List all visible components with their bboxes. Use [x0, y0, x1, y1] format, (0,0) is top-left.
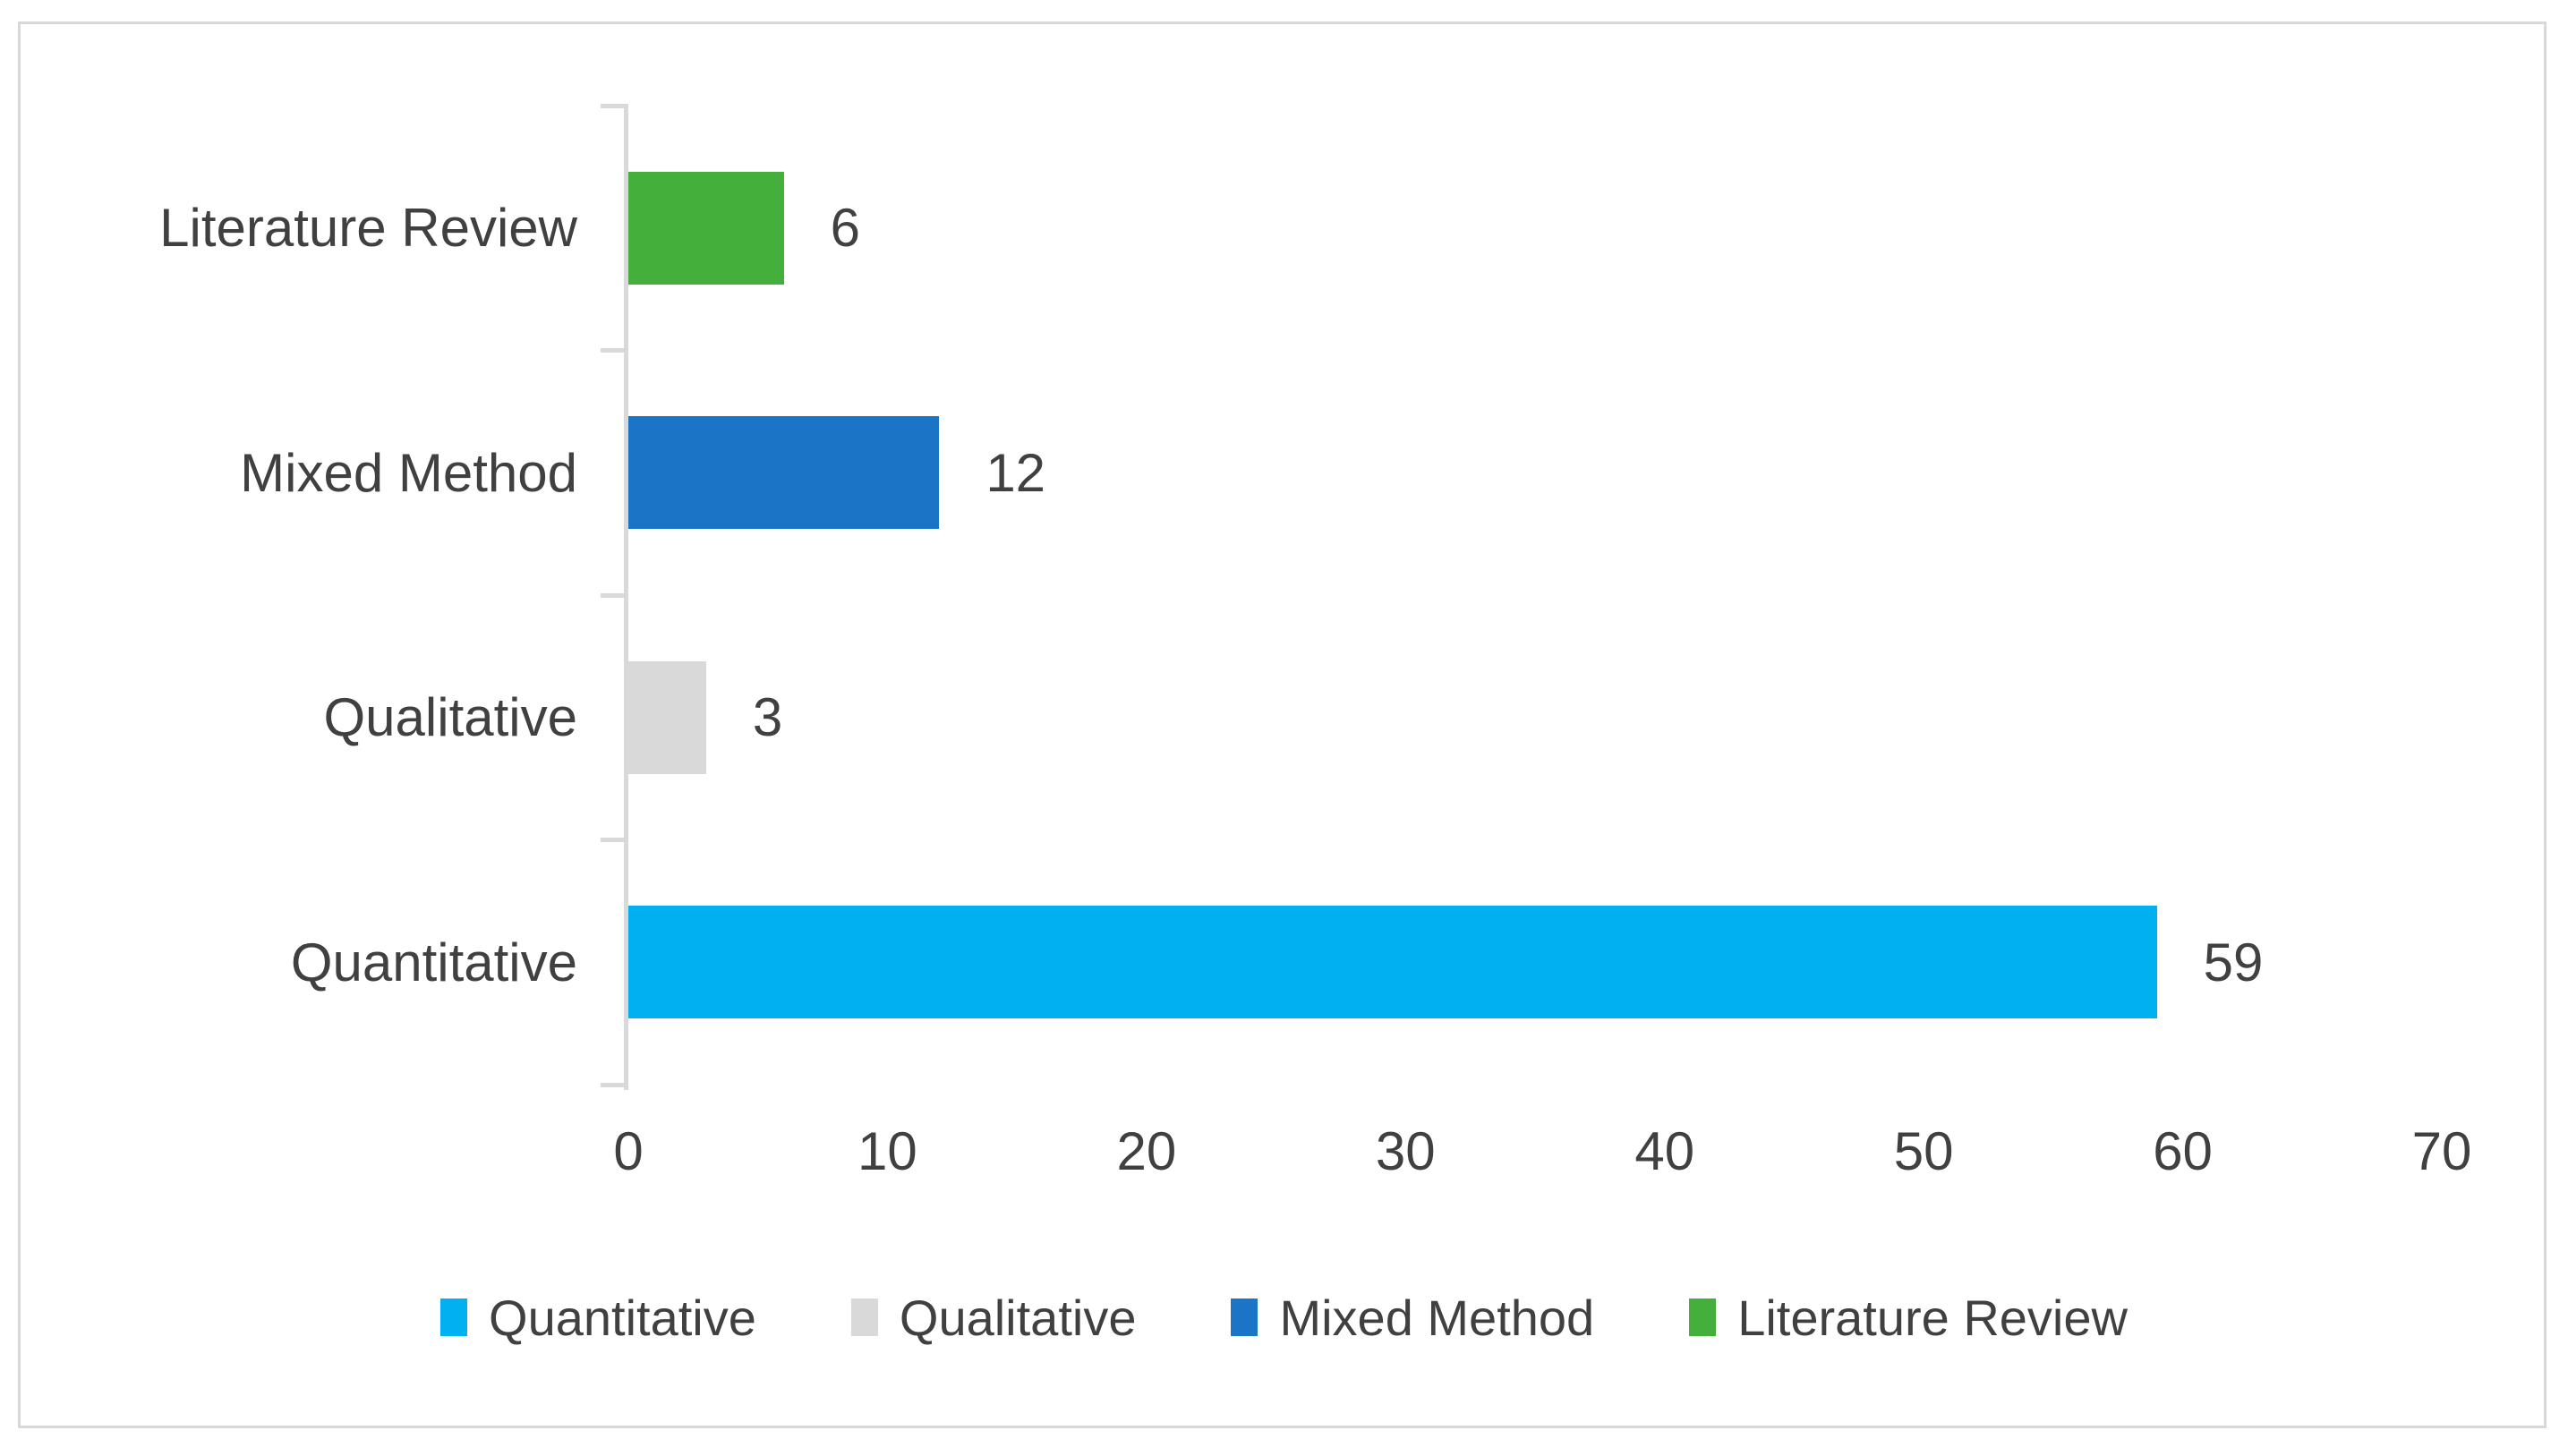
legend-swatch [1689, 1298, 1717, 1336]
data-label: 59 [2203, 932, 2264, 992]
bar-mixed-method[interactable] [628, 416, 940, 530]
x-axis-tick-label: 30 [1375, 1121, 1436, 1181]
category-axis-label: Literature Review [159, 198, 577, 259]
legend-label: Qualitative [899, 1289, 1137, 1346]
legend-item-literature-review[interactable]: Literature Review [1689, 1289, 2128, 1347]
legend-swatch [440, 1298, 468, 1336]
category-axis-label: Qualitative [323, 687, 577, 748]
axis-tick-mark [601, 838, 624, 842]
legend-label: Quantitative [489, 1289, 756, 1346]
legend-swatch [850, 1298, 878, 1336]
axis-tick-mark [601, 348, 624, 353]
x-axis-tick-label: 10 [857, 1121, 917, 1181]
category-axis-label: Mixed Method [240, 442, 577, 503]
chart-frame [18, 21, 2547, 1428]
legend-swatch [1231, 1298, 1258, 1336]
x-axis-tick-label: 60 [2153, 1121, 2213, 1181]
x-axis-tick-label: 50 [1893, 1121, 1954, 1181]
x-axis-tick-label: 40 [1634, 1121, 1695, 1181]
axis-tick-mark [601, 1082, 624, 1087]
legend-label: Literature Review [1737, 1289, 2128, 1346]
chart-legend: Quantitative Qualitative Mixed Method Liter… [0, 1265, 2568, 1369]
bar-qualitative[interactable] [628, 660, 706, 774]
data-label: 6 [830, 198, 861, 259]
x-axis-tick-label: 0 [613, 1121, 644, 1181]
x-axis-tick-label: 70 [2411, 1121, 2472, 1181]
category-axis-line [624, 104, 628, 1090]
x-axis-tick-label: 20 [1116, 1121, 1177, 1181]
axis-tick-mark [601, 103, 624, 108]
category-axis-label: Quantitative [290, 932, 577, 992]
legend-label: Mixed Method [1279, 1289, 1595, 1346]
data-label: 12 [985, 442, 1046, 503]
bar-literature-review[interactable] [628, 171, 784, 285]
legend-item-quantitative[interactable]: Quantitative [440, 1289, 756, 1347]
legend-item-qualitative[interactable]: Qualitative [850, 1289, 1137, 1347]
bar-quantitative[interactable] [628, 906, 2157, 1019]
axis-tick-mark [601, 592, 624, 598]
legend-item-mixed-method[interactable]: Mixed Method [1231, 1289, 1594, 1347]
data-label: 3 [752, 687, 783, 748]
